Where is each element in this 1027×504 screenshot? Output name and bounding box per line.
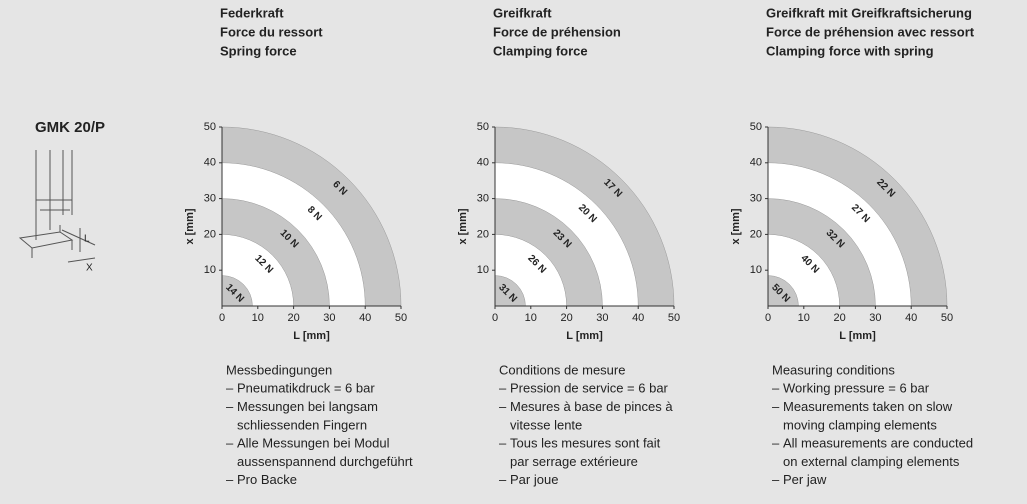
- ring-band: [221, 275, 253, 307]
- chart-title: Force de préhension avec ressort: [766, 24, 975, 39]
- x-tick-label: 30: [869, 312, 881, 324]
- chart-title: Federkraft: [220, 5, 284, 20]
- y-tick-label: 20: [204, 228, 216, 240]
- note-line: par serrage extérieure: [510, 454, 638, 469]
- y-tick-label: 50: [477, 121, 489, 133]
- note-line: All measurements are conducted: [783, 436, 973, 451]
- x-tick-label: 50: [668, 312, 680, 324]
- svg-text:X: X: [86, 263, 93, 274]
- note-line: Pneumatikdruck = 6 bar: [237, 381, 375, 396]
- x-tick-label: 0: [219, 312, 225, 324]
- chart-title: Force du ressort: [220, 24, 323, 39]
- notes-heading: Conditions de mesure: [499, 362, 625, 377]
- x-tick-label: 40: [905, 312, 917, 324]
- note-line: schliessenden Fingern: [237, 417, 367, 432]
- y-tick-label: 30: [204, 193, 216, 205]
- product-name: GMK 20/P: [35, 119, 105, 136]
- note-line: Pression de service = 6 bar: [510, 381, 669, 396]
- x-axis-label: L [mm]: [293, 330, 330, 342]
- chart-title: Force de préhension: [493, 24, 621, 39]
- x-tick-label: 50: [395, 312, 407, 324]
- bullet-dash: –: [499, 436, 507, 451]
- chart-title: Clamping force: [493, 43, 588, 58]
- note-line: Alle Messungen bei Modul: [237, 436, 390, 451]
- y-tick-label: 20: [477, 228, 489, 240]
- x-axis-label: L [mm]: [566, 330, 603, 342]
- y-tick-label: 40: [477, 157, 489, 169]
- note-line: Measurements taken on slow: [783, 399, 953, 414]
- bullet-dash: –: [226, 399, 234, 414]
- y-tick-label: 10: [750, 264, 762, 276]
- note-line: moving clamping elements: [783, 417, 937, 432]
- bullet-dash: –: [772, 472, 780, 487]
- x-tick-label: 30: [596, 312, 608, 324]
- ring-band: [494, 275, 526, 307]
- note-line: Per jaw: [783, 472, 827, 487]
- x-tick-label: 20: [833, 312, 845, 324]
- bullet-dash: –: [226, 381, 234, 396]
- ring-band: [767, 275, 799, 307]
- note-line: Working pressure = 6 bar: [783, 381, 930, 396]
- y-tick-label: 50: [204, 121, 216, 133]
- y-axis-label: x [mm]: [457, 208, 469, 244]
- chart-title: Clamping force with spring: [766, 43, 934, 58]
- bullet-dash: –: [499, 399, 507, 414]
- chart-title: Greifkraft mit Greifkraftsicherung: [766, 5, 972, 20]
- x-tick-label: 40: [359, 312, 371, 324]
- y-axis-label: x [mm]: [730, 208, 742, 244]
- bullet-dash: –: [226, 472, 234, 487]
- bullet-dash: –: [772, 436, 780, 451]
- bullet-dash: –: [772, 381, 780, 396]
- x-tick-label: 0: [765, 312, 771, 324]
- gripper-icon: L X: [18, 150, 96, 274]
- x-tick-label: 10: [798, 312, 810, 324]
- y-axis-label: x [mm]: [184, 208, 196, 244]
- note-line: on external clamping elements: [783, 454, 960, 469]
- x-tick-label: 0: [492, 312, 498, 324]
- x-tick-label: 20: [287, 312, 299, 324]
- note-line: vitesse lente: [510, 417, 582, 432]
- note-line: Par joue: [510, 472, 558, 487]
- y-tick-label: 40: [204, 157, 216, 169]
- chart-title: Spring force: [220, 43, 297, 58]
- x-tick-label: 10: [252, 312, 264, 324]
- note-line: Tous les mesures sont fait: [510, 436, 661, 451]
- y-tick-label: 40: [750, 157, 762, 169]
- note-line: aussenspannend durchgeführt: [237, 454, 413, 469]
- y-tick-label: 50: [750, 121, 762, 133]
- x-tick-label: 20: [560, 312, 572, 324]
- x-tick-label: 40: [632, 312, 644, 324]
- chart-title: Greifkraft: [493, 5, 552, 20]
- y-tick-label: 30: [750, 193, 762, 205]
- notes-heading: Measuring conditions: [772, 362, 895, 377]
- bullet-dash: –: [499, 381, 507, 396]
- y-tick-label: 10: [477, 264, 489, 276]
- x-tick-label: 30: [323, 312, 335, 324]
- bullet-dash: –: [772, 399, 780, 414]
- y-tick-label: 10: [204, 264, 216, 276]
- x-tick-label: 10: [525, 312, 537, 324]
- bullet-dash: –: [226, 436, 234, 451]
- notes-heading: Messbedingungen: [226, 362, 332, 377]
- note-line: Pro Backe: [237, 472, 297, 487]
- x-axis-label: L [mm]: [839, 330, 876, 342]
- svg-text:L: L: [84, 234, 90, 245]
- x-tick-label: 50: [941, 312, 953, 324]
- note-line: Mesures à base de pinces à: [510, 399, 673, 414]
- note-line: Messungen bei langsam: [237, 399, 378, 414]
- bullet-dash: –: [499, 472, 507, 487]
- y-tick-label: 30: [477, 193, 489, 205]
- y-tick-label: 20: [750, 228, 762, 240]
